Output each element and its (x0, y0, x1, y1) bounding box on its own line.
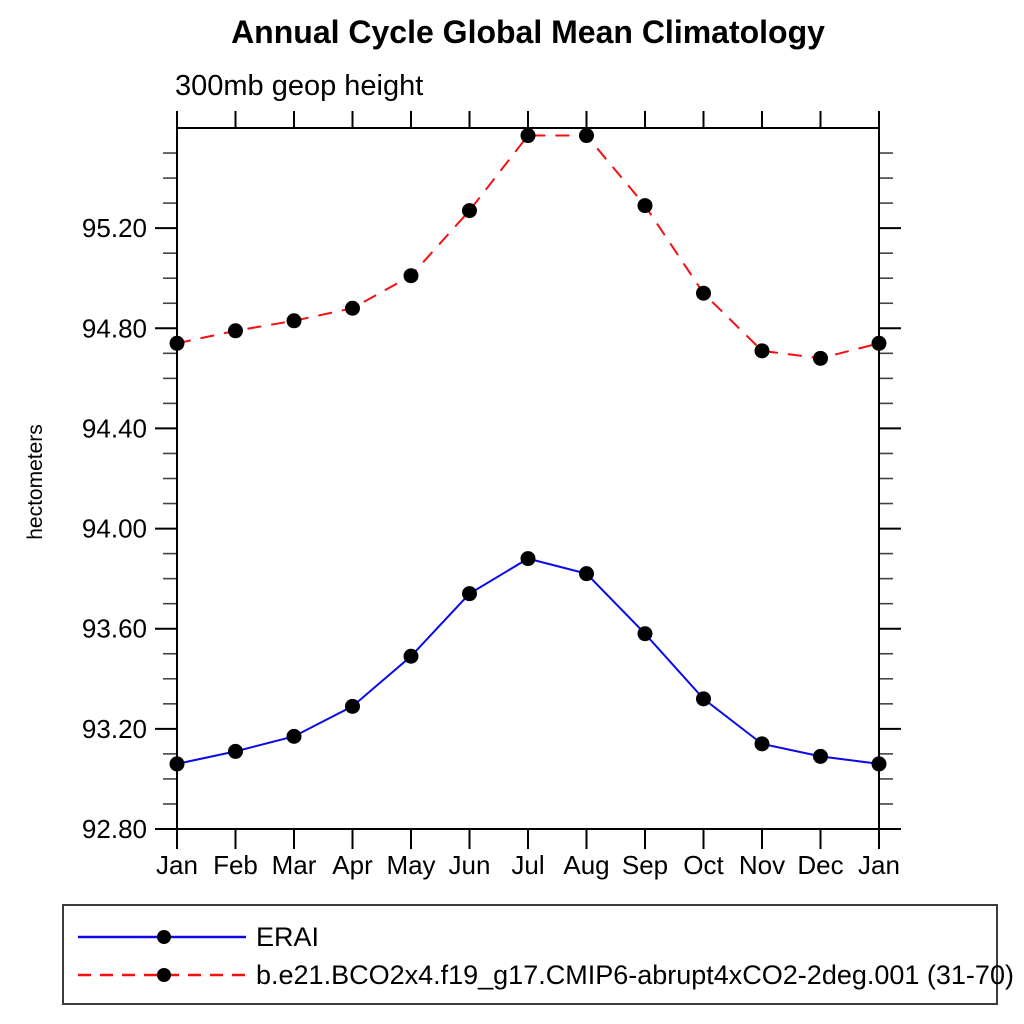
data-point-marker (579, 566, 594, 582)
x-tick-label: Feb (213, 850, 258, 880)
data-point-marker (637, 626, 653, 642)
data-point-marker (345, 300, 360, 316)
data-point-marker (462, 203, 477, 219)
x-tick-label: Mar (272, 850, 317, 880)
legend: ERAI b.e21.BCO2x4.f19_g17.CMIP6-abrupt4x… (62, 904, 1014, 1005)
y-tick-label: 92.80 (82, 814, 147, 844)
series-line-1 (176, 134, 880, 360)
x-tick-label: Sep (622, 850, 668, 880)
legend-marker-dot-icon (157, 930, 171, 944)
x-tick-label: Jan (858, 850, 900, 880)
x-tick-label: Apr (332, 850, 373, 880)
x-tick-label: Nov (739, 850, 785, 880)
legend-item-erai: ERAI (76, 921, 320, 952)
legend-marker-dot-icon (157, 968, 171, 982)
data-point-marker (754, 736, 770, 752)
x-tick-label: Oct (683, 850, 724, 880)
x-tick-label: May (386, 850, 435, 880)
data-point-marker (403, 268, 419, 284)
data-point-marker (520, 128, 536, 144)
data-point-marker (286, 313, 302, 329)
data-point-marker (696, 285, 711, 301)
axis-frame (176, 127, 880, 830)
data-point-marker (637, 198, 653, 214)
legend-label-model: b.e21.BCO2x4.f19_g17.CMIP6-abrupt4xCO2-2… (256, 959, 1014, 990)
series-line-0 (176, 557, 880, 765)
chart-subtitle: 300mb geop height (175, 70, 424, 102)
data-point-marker (754, 343, 770, 359)
data-point-marker (228, 323, 243, 339)
data-point-marker (169, 335, 185, 351)
y-tick-label: 93.20 (82, 714, 147, 744)
y-tick-label: 94.00 (82, 514, 147, 544)
data-point-marker (286, 728, 302, 744)
data-point-marker (871, 756, 887, 772)
y-tick-label: 94.40 (82, 413, 147, 443)
x-tick-label: Aug (563, 850, 609, 880)
legend-line-sample-solid (78, 930, 246, 944)
x-tick-label: Jul (511, 850, 544, 880)
y-tick-label: 95.20 (82, 213, 147, 243)
chart-title: Annual Cycle Global Mean Climatology (231, 14, 825, 50)
data-point-marker (462, 586, 477, 602)
data-point-marker (403, 648, 419, 664)
data-point-marker (696, 691, 711, 707)
x-tick-label: Jan (156, 850, 198, 880)
x-tick-label: Jun (449, 850, 491, 880)
data-point-marker (813, 350, 828, 366)
legend-item-model: b.e21.BCO2x4.f19_g17.CMIP6-abrupt4xCO2-2… (76, 959, 1014, 990)
y-tick-label: 93.60 (82, 614, 147, 644)
data-point-marker (228, 743, 243, 759)
data-point-marker (520, 551, 536, 567)
data-point-marker (813, 748, 828, 764)
data-point-marker (579, 128, 594, 144)
y-tick-label: 94.80 (82, 313, 147, 343)
data-point-marker (345, 698, 360, 714)
data-point-marker (871, 335, 887, 351)
x-tick-label: Dec (797, 850, 843, 880)
legend-label-erai: ERAI (256, 921, 320, 952)
data-point-marker (169, 756, 185, 772)
legend-line-sample-dashed (78, 968, 246, 982)
